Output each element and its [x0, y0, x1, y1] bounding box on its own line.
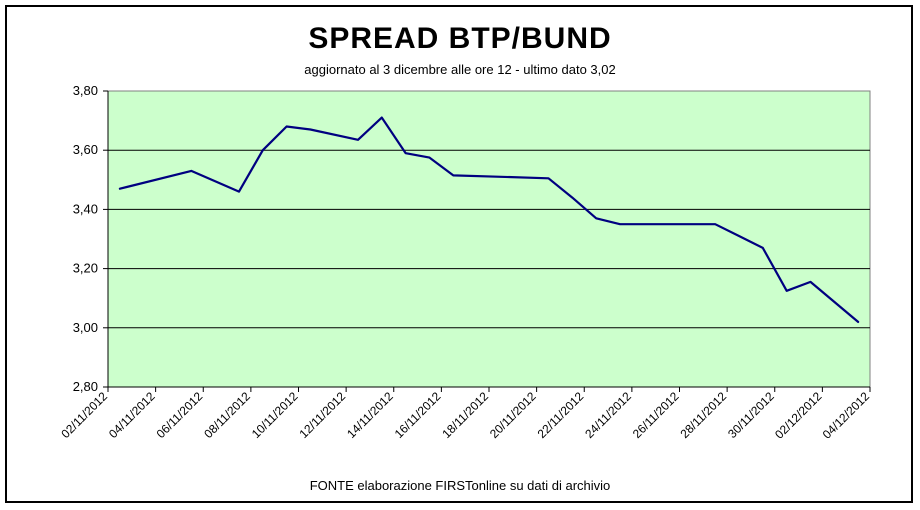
series-line [118, 116, 860, 323]
x-tick-label: 08/11/2012 [201, 389, 253, 441]
gridlines [108, 149, 870, 329]
data-point [500, 176, 502, 178]
x-tick-label: 04/11/2012 [106, 389, 158, 441]
x-tick-label: 24/11/2012 [582, 389, 634, 441]
data-point [738, 235, 740, 237]
data-point [357, 139, 359, 141]
x-tick-label: 14/11/2012 [344, 389, 396, 441]
data-point [285, 125, 288, 128]
data-point [762, 247, 764, 249]
chart-subtitle: aggiornato al 3 dicembre alle ore 12 - u… [304, 62, 616, 77]
data-point [785, 290, 788, 292]
x-tick-label: 28/11/2012 [678, 389, 730, 441]
x-tick-label: 16/11/2012 [392, 389, 444, 441]
data-point [452, 174, 455, 177]
y-tick-label: 3,40 [73, 201, 98, 216]
data-point [238, 190, 240, 193]
data-point [714, 223, 717, 225]
x-tick-label: 04/12/2012 [820, 389, 873, 442]
data-point [547, 177, 550, 180]
data-point [619, 223, 621, 225]
axes [103, 90, 871, 392]
y-tick-label: 3,60 [73, 142, 98, 157]
x-tick-labels: 02/11/201204/11/201206/11/201208/11/2012… [58, 389, 872, 442]
x-tick-label: 30/11/2012 [725, 389, 777, 441]
data-point [857, 321, 859, 323]
y-tick-label: 3,00 [73, 320, 98, 335]
x-tick-label: 18/11/2012 [439, 389, 491, 441]
y-tick-label: 2,80 [73, 379, 98, 394]
data-point [809, 281, 812, 283]
data-point [309, 128, 312, 131]
data-point [119, 187, 121, 190]
x-tick-label: 26/11/2012 [630, 389, 682, 441]
x-tick-label: 22/11/2012 [535, 389, 587, 441]
data-point [571, 196, 574, 199]
chart-title: SPREAD BTP/BUND [308, 22, 612, 55]
x-tick-label: 02/12/2012 [772, 389, 825, 442]
data-point [404, 152, 407, 154]
y-tick-label: 3,80 [73, 83, 98, 98]
data-point [428, 156, 431, 159]
y-tick-labels: 2,80 3,00 3,20 3,40 3,60 3,80 [73, 83, 98, 394]
data-point [595, 217, 597, 220]
x-tick-label: 02/11/2012 [58, 389, 110, 441]
source-note: FONTE elaborazione FIRSTonline su dati d… [309, 478, 611, 493]
x-tick-label: 06/11/2012 [154, 389, 206, 441]
data-point [381, 116, 383, 119]
plot-area [107, 90, 871, 388]
y-tick-label: 3,20 [73, 261, 98, 276]
data-point [261, 149, 264, 151]
x-tick-label: 10/11/2012 [249, 389, 301, 441]
series-group [118, 116, 860, 323]
data-point [190, 170, 193, 172]
x-tick-label: 12/11/2012 [297, 389, 349, 441]
x-tick-label: 20/11/2012 [487, 389, 539, 441]
